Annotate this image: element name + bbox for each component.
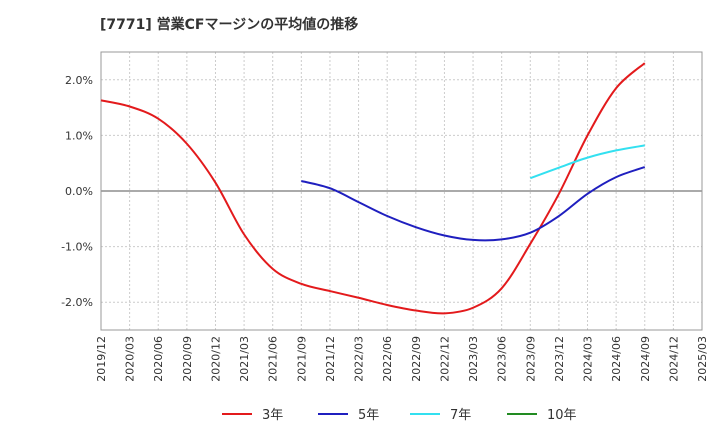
x-tick-label: 2023/12	[553, 336, 566, 382]
y-axis: 2.0% 1.0% 0.0% -1.0% -2.0%	[61, 74, 93, 309]
x-tick-label: 2020/09	[181, 336, 194, 382]
series-layer	[100, 62, 646, 315]
y-tick-label: 2.0%	[65, 74, 93, 87]
x-tick-label: 2022/12	[438, 336, 451, 382]
x-axis: 2019/12 2020/03 2020/06 2020/09 2020/12 2021/…	[95, 336, 709, 382]
series-line-2	[301, 166, 646, 242]
x-tick-label: 2023/03	[467, 336, 480, 382]
x-tick-label: 2024/03	[582, 336, 595, 382]
x-tick-label: 2020/12	[209, 336, 222, 382]
x-tick-label: 2021/12	[324, 336, 337, 382]
x-tick-label: 2019/12	[95, 336, 108, 382]
chart-title: [7771] 営業CFマージンの平均値の推移	[100, 17, 359, 33]
plot-frame	[100, 51, 703, 331]
y-tick-label: -1.0%	[61, 241, 93, 254]
x-tick-label: 2021/06	[267, 336, 280, 382]
x-tick-label: 2024/06	[610, 336, 623, 382]
series-line-3	[529, 144, 645, 180]
legend-label: 5年	[358, 408, 379, 423]
x-tick-label: 2020/03	[124, 336, 137, 382]
x-tick-label: 2022/03	[353, 336, 366, 382]
x-tick-label: 2024/12	[667, 336, 680, 382]
x-tick-label: 2020/06	[152, 336, 165, 382]
y-tick-label: -2.0%	[61, 296, 93, 309]
x-tick-label: 2024/09	[639, 336, 652, 382]
legend-label: 3年	[262, 408, 283, 423]
y-tick-label: 0.0%	[65, 185, 93, 198]
x-tick-label: 2023/06	[496, 336, 509, 382]
legend-label: 7年	[450, 408, 471, 423]
x-tick-label: 2021/03	[238, 336, 251, 382]
x-tick-label: 2025/03	[696, 336, 709, 382]
grid	[101, 52, 702, 330]
x-tick-label: 2022/09	[410, 336, 423, 382]
x-tick-label: 2021/09	[295, 336, 308, 382]
series-line-1	[100, 62, 646, 315]
x-tick-label: 2022/06	[381, 336, 394, 382]
x-tick-label: 2023/09	[524, 336, 537, 382]
y-tick-label: 1.0%	[65, 129, 93, 142]
legend: 3年 5年 7年 10年	[222, 408, 577, 423]
legend-label: 10年	[547, 408, 577, 423]
